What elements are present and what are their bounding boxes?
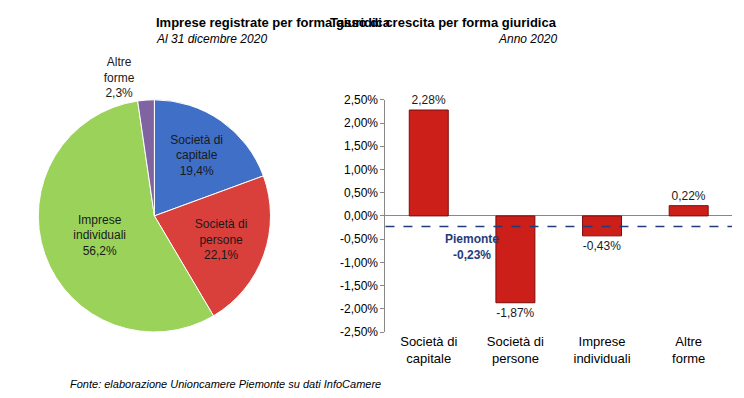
svg-text:0,50%: 0,50% <box>344 186 378 200</box>
svg-text:Impreseindividuali: Impreseindividuali <box>573 334 630 366</box>
svg-text:Al 31 dicembre 2020: Al 31 dicembre 2020 <box>156 32 267 46</box>
svg-text:Altreforme2,3%: Altreforme2,3% <box>104 55 135 100</box>
svg-text:-1,87%: -1,87% <box>496 306 534 320</box>
svg-text:1,50%: 1,50% <box>344 139 378 153</box>
svg-text:Altreforme: Altreforme <box>672 334 705 366</box>
svg-text:Anno 2020: Anno 2020 <box>498 32 557 46</box>
svg-text:Fonte: elaborazione Unioncamer: Fonte: elaborazione Unioncamere Piemonte… <box>70 378 381 390</box>
svg-text:-1,00%: -1,00% <box>340 256 378 270</box>
svg-text:-0,50%: -0,50% <box>340 232 378 246</box>
svg-text:Società dicapitale: Società dicapitale <box>400 334 457 366</box>
svg-text:2,28%: 2,28% <box>412 93 446 107</box>
svg-text:0,22%: 0,22% <box>672 189 706 203</box>
svg-text:-2,00%: -2,00% <box>340 302 378 316</box>
svg-text:Società dipersone22,1%: Società dipersone22,1% <box>195 217 248 262</box>
svg-text:-2,50%: -2,50% <box>340 325 378 339</box>
svg-text:1,00%: 1,00% <box>344 163 378 177</box>
svg-text:2,00%: 2,00% <box>344 116 378 130</box>
svg-text:-0,43%: -0,43% <box>583 239 621 253</box>
svg-text:0,00%: 0,00% <box>344 209 378 223</box>
svg-text:Società dipersone: Società dipersone <box>487 334 544 366</box>
svg-text:Imprese registrate per forma g: Imprese registrate per forma giuridica <box>156 15 391 30</box>
svg-text:Impreseindividuali56,2%: Impreseindividuali56,2% <box>73 213 126 258</box>
svg-text:Piemonte-0,23%: Piemonte-0,23% <box>445 232 499 262</box>
svg-text:2,50%: 2,50% <box>344 93 378 107</box>
svg-text:Tasso di crescita per forma gi: Tasso di crescita per forma giuridica <box>330 15 557 30</box>
svg-text:-1,50%: -1,50% <box>340 279 378 293</box>
svg-text:Società dicapitale19,4%: Società dicapitale19,4% <box>170 133 223 178</box>
